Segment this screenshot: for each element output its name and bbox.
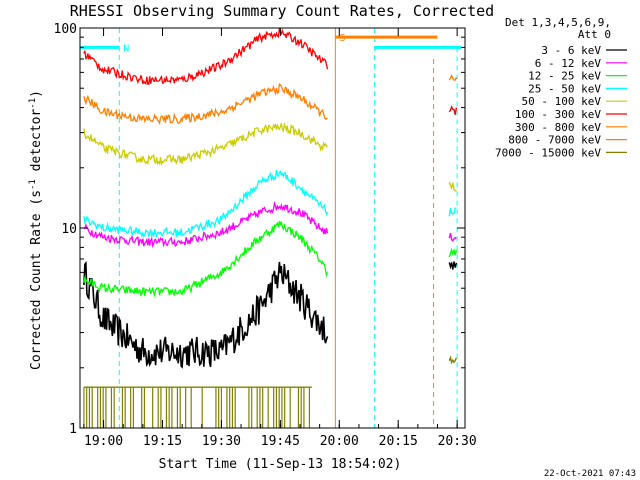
y-axis-label-sup2: -1 — [28, 98, 38, 109]
x-tick-label: 20:00 — [320, 434, 359, 449]
series-tail — [448, 355, 458, 365]
chart-title: RHESSI Observing Summary Count Rates, Co… — [70, 2, 494, 20]
series-tail — [448, 105, 458, 115]
y-axis-label-mid: detector — [29, 109, 44, 180]
y-tick-label: 10 — [61, 222, 77, 237]
legend-label: 3 - 6 keV — [541, 44, 601, 57]
legend-label: 7000 - 15000 keV — [495, 146, 601, 159]
y-axis-label-main: Corrected Count Rate (s — [29, 190, 44, 370]
y-axis-label-sup1: -1 — [28, 179, 38, 190]
series-line — [83, 28, 329, 85]
axes: 19:00 19:15 19:30 19:45 20:00 20:15 20:30 1 10 10… — [54, 22, 477, 449]
legend-label: 50 - 100 keV — [522, 95, 602, 108]
series-tail — [448, 261, 458, 270]
plot-area: NS — [80, 28, 462, 428]
x-tick-label: 19:15 — [143, 434, 182, 449]
marker-label: S — [339, 33, 345, 44]
footer-date: 22-Oct-2021 07:43 — [544, 469, 636, 479]
series-line — [83, 221, 329, 298]
x-tick-label: 19:30 — [202, 434, 241, 449]
series-tail — [448, 74, 458, 81]
legend-header: Att 0 — [578, 28, 611, 41]
legend-label: 300 - 800 keV — [515, 121, 601, 134]
legend-label: 800 - 7000 keV — [508, 134, 601, 147]
legend-label: 6 - 12 keV — [535, 57, 602, 70]
x-tick-label: 19:00 — [84, 434, 123, 449]
series-tail — [448, 247, 458, 258]
y-tick-label: 1 — [69, 422, 77, 437]
series-line — [83, 122, 328, 167]
legend-label: 100 - 300 keV — [515, 108, 601, 121]
y-axis-label: Corrected Count Rate (s-1 detector-1) — [28, 90, 44, 370]
x-tick-label: 20:30 — [438, 434, 477, 449]
x-tick-label: 20:15 — [379, 434, 418, 449]
series-group: NS — [80, 28, 462, 428]
series-line — [83, 260, 329, 369]
series-tail — [448, 182, 457, 192]
series-line — [83, 169, 329, 239]
x-tick-label: 19:45 — [261, 434, 300, 449]
series-line — [83, 83, 328, 126]
series-tail — [448, 232, 457, 242]
y-axis-label-end: ) — [29, 90, 44, 98]
marker-label: N — [123, 43, 129, 54]
series-line — [83, 200, 329, 249]
series-tail — [448, 207, 457, 217]
legend-label: 25 - 50 keV — [528, 82, 601, 95]
legend-label: 12 - 25 keV — [528, 70, 601, 83]
legend-header: Det 1,3,4,5,6,9, — [505, 16, 611, 29]
x-axis-label: Start Time (11-Sep-13 18:54:02) — [159, 457, 402, 472]
y-tick-label: 100 — [54, 22, 77, 37]
